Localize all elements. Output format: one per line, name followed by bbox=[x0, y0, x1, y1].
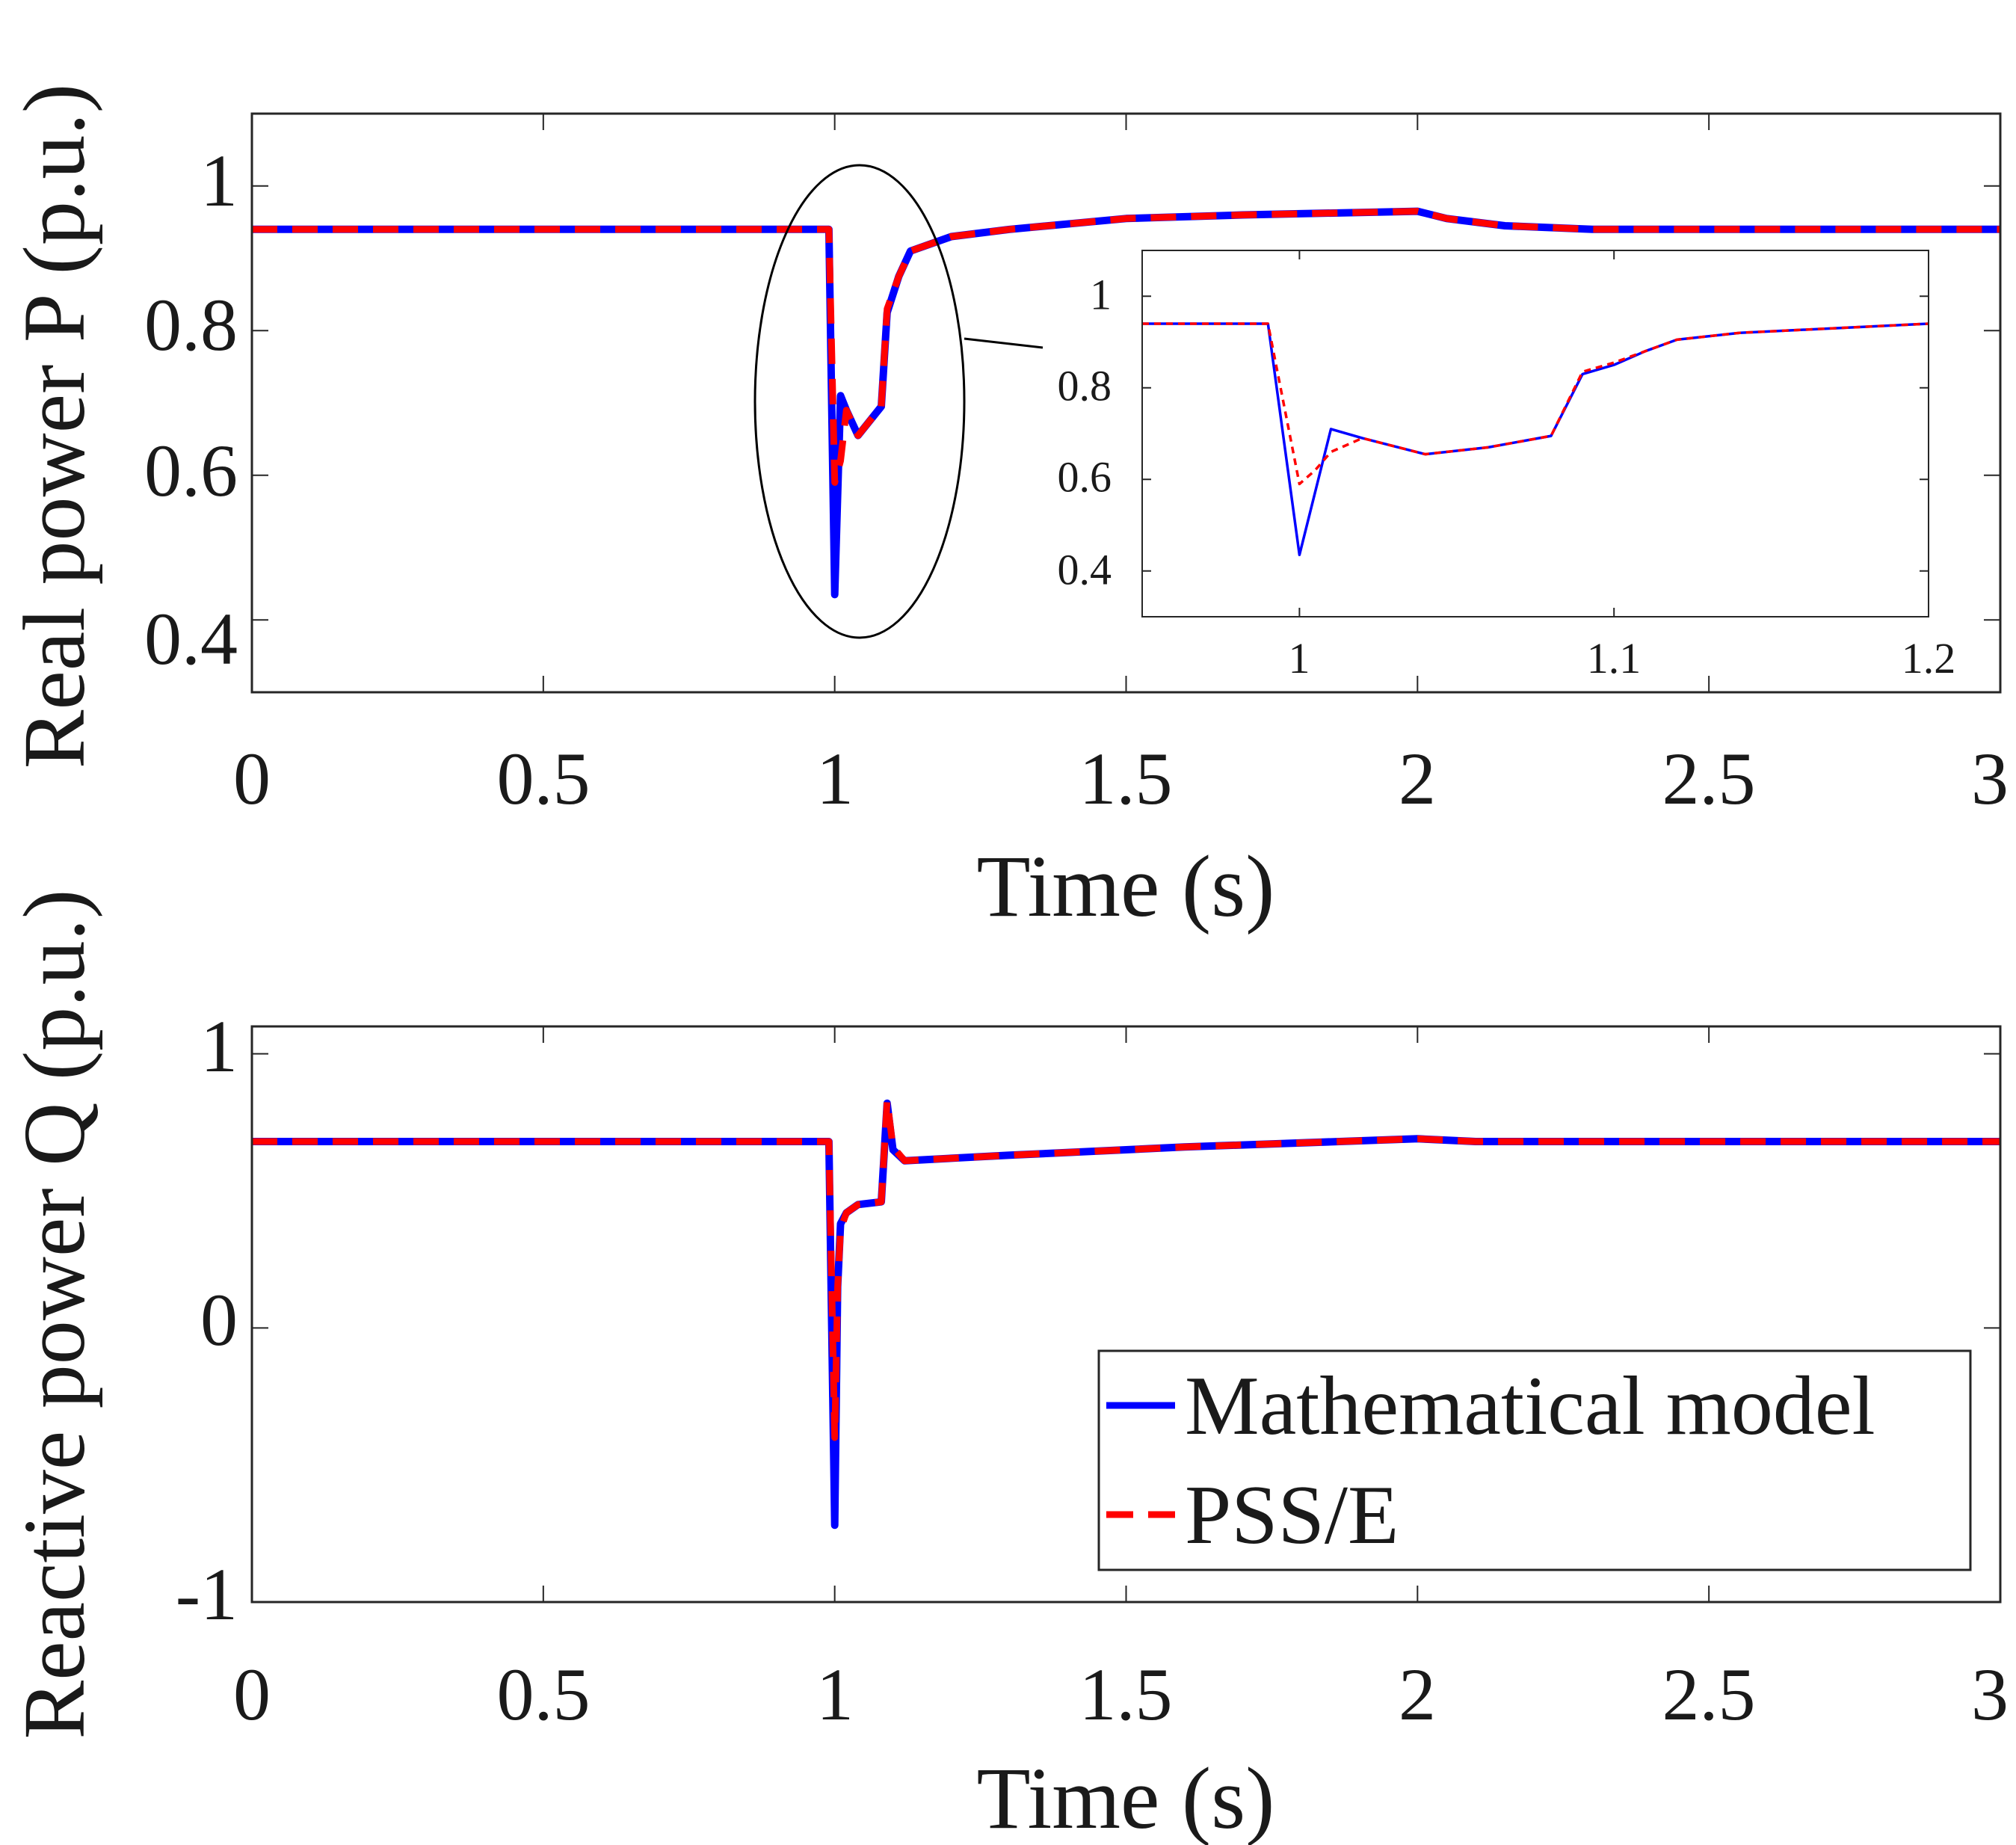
legend: Mathematical model PSS/E bbox=[1097, 1349, 1972, 1571]
inset-ytick-label: 0.6 bbox=[1058, 452, 1112, 501]
zoom-ellipse bbox=[753, 164, 966, 639]
reactive-power-series-pss-e bbox=[252, 1097, 2000, 1441]
real-power-lines bbox=[252, 207, 2000, 599]
real-power-xtick-label: 0.5 bbox=[497, 737, 591, 820]
inset-axes-frame bbox=[1141, 250, 1929, 617]
inset-background bbox=[1142, 250, 1929, 617]
inset-xtick-label: 1.2 bbox=[1902, 634, 1956, 683]
reactive-power-xtick-label: 2.5 bbox=[1662, 1653, 1756, 1736]
real-power-ytick-label: 0.6 bbox=[144, 429, 238, 512]
inset-ytick-label: 1 bbox=[1090, 270, 1112, 318]
real-power-ytick-label: 0.8 bbox=[144, 283, 238, 366]
real-power-xtick-label: 0 bbox=[233, 737, 271, 820]
real-power-x-tick-labels: 0 0.5 1 1.5 2 2.5 3 bbox=[233, 737, 2009, 820]
reactive-power-xtick-label: 1 bbox=[816, 1653, 854, 1736]
reactive-power-ytick-label: -1 bbox=[176, 1553, 238, 1636]
real-power-axes-frame bbox=[250, 112, 2002, 694]
real-power-y-axis-label: Real power P (p.u.) bbox=[5, 84, 103, 769]
legend-label-pss-e: PSS/E bbox=[1185, 1469, 1399, 1562]
inset-xtick-label: 1.1 bbox=[1587, 634, 1642, 683]
real-power-xtick-label: 3 bbox=[1971, 737, 2009, 820]
real-power-y-tick-labels: 0.4 0.6 0.8 1 bbox=[144, 139, 238, 680]
real-power-ytick-label: 1 bbox=[200, 139, 238, 222]
reactive-power-xtick-label: 3 bbox=[1971, 1653, 2009, 1736]
real-power-series-pss-e bbox=[252, 208, 2000, 486]
zoom-inset: 0.4 0.6 0.8 1 1 1.1 1.2 bbox=[1058, 250, 1956, 683]
inset-ytick-label: 0.8 bbox=[1058, 361, 1112, 410]
real-power-xtick-label: 2 bbox=[1399, 737, 1436, 820]
real-power-panel: 0.4 0.6 0.8 1 0 0.5 1 1.5 2 2.5 3 Time (… bbox=[5, 84, 2009, 935]
inset-xtick-label: 1 bbox=[1289, 634, 1310, 683]
reactive-power-xtick-label: 2 bbox=[1399, 1653, 1436, 1736]
inset-ytick-label: 0.4 bbox=[1058, 545, 1112, 594]
reactive-power-ytick-label: 0 bbox=[200, 1278, 238, 1361]
zoom-connector bbox=[964, 337, 1044, 349]
legend-label-mathematical-model: Mathematical model bbox=[1185, 1360, 1875, 1453]
legend-box bbox=[1097, 1349, 1972, 1571]
inset-lines bbox=[1142, 322, 1929, 557]
reactive-power-ytick-label: 1 bbox=[200, 1005, 238, 1088]
real-power-xtick-label: 2.5 bbox=[1662, 737, 1756, 820]
reactive-power-axes-frame bbox=[250, 1025, 2002, 1604]
reactive-power-x-axis-label: Time (s) bbox=[977, 1749, 1275, 1845]
real-power-xtick-label: 1 bbox=[816, 737, 854, 820]
reactive-power-y-axis-label: Reactive power Q (p.u.) bbox=[5, 890, 103, 1740]
reactive-power-panel: -1 0 1 0 0.5 1 1.5 2 2.5 3 Time (s) Reac… bbox=[5, 890, 2009, 1845]
real-power-ytick-label: 0.4 bbox=[144, 597, 238, 680]
reactive-power-y-tick-labels: -1 0 1 bbox=[176, 1005, 238, 1636]
real-power-xtick-label: 1.5 bbox=[1079, 737, 1173, 820]
inset-y-tick-labels: 0.4 0.6 0.8 1 bbox=[1058, 270, 1112, 594]
inset-x-tick-labels: 1 1.1 1.2 bbox=[1289, 634, 1956, 683]
reactive-power-lines bbox=[252, 1097, 2000, 1530]
reactive-power-xtick-label: 0.5 bbox=[497, 1653, 591, 1736]
inset-series-pss-e bbox=[1142, 322, 1929, 486]
real-power-x-axis-label: Time (s) bbox=[977, 837, 1275, 935]
reactive-power-xtick-label: 1.5 bbox=[1079, 1653, 1173, 1736]
reactive-power-x-tick-labels: 0 0.5 1 1.5 2 2.5 3 bbox=[233, 1653, 2009, 1736]
reactive-power-xtick-label: 0 bbox=[233, 1653, 271, 1736]
inset-series-mathematical-model bbox=[1142, 322, 1929, 557]
